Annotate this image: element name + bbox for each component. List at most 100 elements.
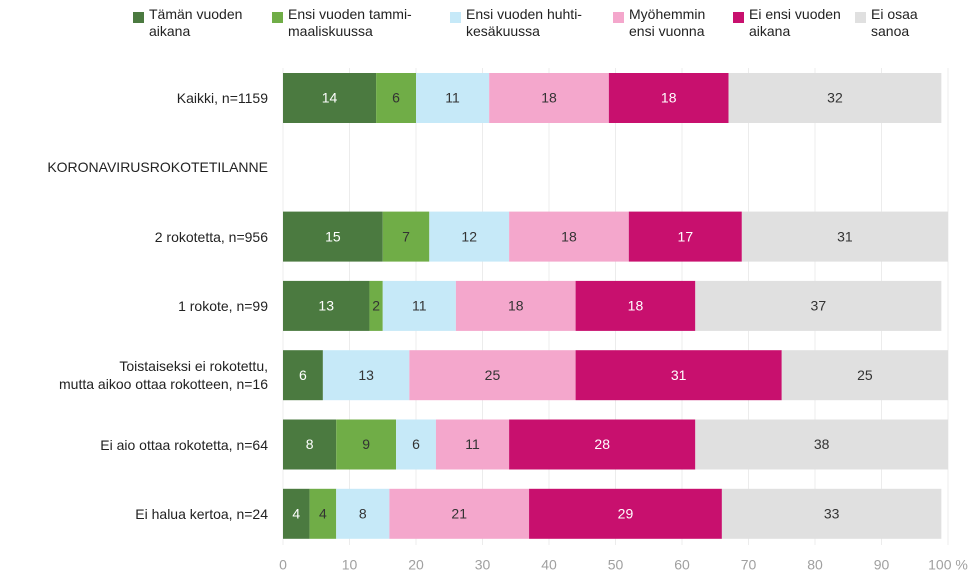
x-tick-label: 10: [342, 557, 358, 573]
value-label: 38: [814, 436, 830, 452]
value-label: 18: [508, 298, 524, 314]
value-label: 25: [857, 367, 873, 383]
legend-label: Ensi vuoden tammi- maaliskuussa: [288, 6, 412, 39]
bar-segment: [575, 280, 696, 331]
bar-segment: [283, 350, 323, 401]
category-label: 2 rokotetta, n=956: [154, 228, 268, 245]
value-label: 21: [451, 506, 467, 522]
bar-segment: [376, 73, 416, 123]
value-label: 8: [359, 506, 367, 522]
value-label: 4: [292, 506, 300, 522]
x-tick-label: 0: [279, 557, 287, 573]
bar-segment: [429, 211, 510, 262]
value-label: 37: [811, 298, 827, 314]
bar-segment: [382, 211, 430, 262]
value-label: 2: [372, 298, 380, 314]
category-label: Kaikki, n=1159: [176, 90, 268, 106]
value-label: 31: [837, 228, 853, 244]
legend-swatch: [613, 12, 624, 23]
bar-segment: [369, 280, 383, 331]
value-label: 17: [678, 228, 694, 244]
value-label: 18: [561, 228, 577, 244]
bar-segment: [628, 211, 742, 262]
bar-segment: [781, 350, 948, 401]
legend-label: Ei osaa sanoa: [871, 6, 918, 39]
bar-segment: [529, 488, 722, 539]
bar-segment: [283, 73, 377, 123]
value-label: 6: [299, 367, 307, 383]
bar-segment: [283, 488, 310, 539]
value-label: 13: [318, 298, 334, 314]
value-label: 32: [827, 90, 843, 106]
legend-label: Tämän vuoden aikana: [149, 6, 243, 39]
legend-label: Ei ensi vuoden aikana: [749, 6, 841, 39]
x-tick-label: 40: [541, 557, 557, 573]
legend-swatch: [855, 12, 866, 23]
bar-segment: [435, 419, 510, 470]
bar-segment: [509, 211, 629, 262]
bar-segment: [409, 350, 576, 401]
value-label: 28: [594, 436, 610, 452]
bar-segment: [575, 350, 782, 401]
bar-segment: [721, 488, 942, 539]
x-tick-label: 50: [608, 557, 624, 573]
value-label: 25: [485, 367, 501, 383]
value-label: 33: [824, 506, 840, 522]
bar-segment: [489, 73, 609, 123]
value-label: 18: [661, 90, 677, 106]
legend-swatch: [133, 12, 144, 23]
category-label: Toistaiseksi ei rokotettu, mutta aikoo o…: [59, 358, 268, 393]
value-label: 18: [541, 90, 557, 106]
bar-segment: [695, 280, 942, 331]
value-label: 9: [362, 436, 370, 452]
bar-segment: [608, 73, 729, 123]
category-label: Ei aio ottaa rokotetta, n=64: [100, 436, 268, 453]
bar-segment: [322, 350, 410, 401]
bar-segment: [396, 419, 436, 470]
category-label: Ei halua kertoa, n=24: [135, 505, 268, 522]
value-label: 11: [445, 90, 460, 106]
category-label: 1 rokote, n=99: [178, 297, 268, 314]
legend-swatch: [450, 12, 461, 23]
legend-swatch: [733, 12, 744, 23]
bar-segment: [455, 280, 576, 331]
value-label: 14: [322, 90, 338, 106]
bar-segment: [416, 73, 490, 123]
value-label: 11: [412, 298, 427, 314]
bar-segment: [309, 488, 337, 539]
bar-segment: [728, 73, 942, 123]
bar-segment: [741, 211, 948, 262]
category-label: KORONAVIRUSROKOTETILANNE: [47, 159, 268, 176]
value-label: 12: [461, 228, 477, 244]
value-label: 18: [628, 298, 644, 314]
value-label: 15: [325, 228, 341, 244]
x-tick-label: 100 %: [928, 557, 968, 573]
x-tick-label: 30: [475, 557, 491, 573]
legend-label: Ensi vuoden huhti- kesäkuussa: [466, 6, 582, 39]
x-tick-label: 70: [741, 557, 757, 573]
value-label: 13: [358, 367, 374, 383]
bar-segment: [283, 280, 370, 331]
value-label: 11: [465, 436, 480, 452]
x-tick-label: 90: [874, 557, 890, 573]
value-label: 6: [412, 436, 420, 452]
value-label: 7: [402, 228, 410, 244]
value-label: 31: [671, 367, 687, 383]
bar-segment: [509, 419, 696, 470]
x-tick-label: 20: [408, 557, 424, 573]
bar-segment: [336, 488, 390, 539]
value-label: 8: [306, 436, 314, 452]
bar-segment: [389, 488, 530, 539]
value-label: 29: [618, 506, 634, 522]
bar-segment: [336, 419, 397, 470]
bar-segment: [283, 211, 383, 262]
x-tick-label: 80: [807, 557, 823, 573]
bar-segment: [283, 419, 337, 470]
value-label: 6: [392, 90, 400, 106]
legend-label: Myöhemmin ensi vuonna: [629, 6, 706, 39]
bar-segment: [695, 419, 948, 470]
x-tick-label: 60: [674, 557, 690, 573]
bar-segment: [382, 280, 456, 331]
